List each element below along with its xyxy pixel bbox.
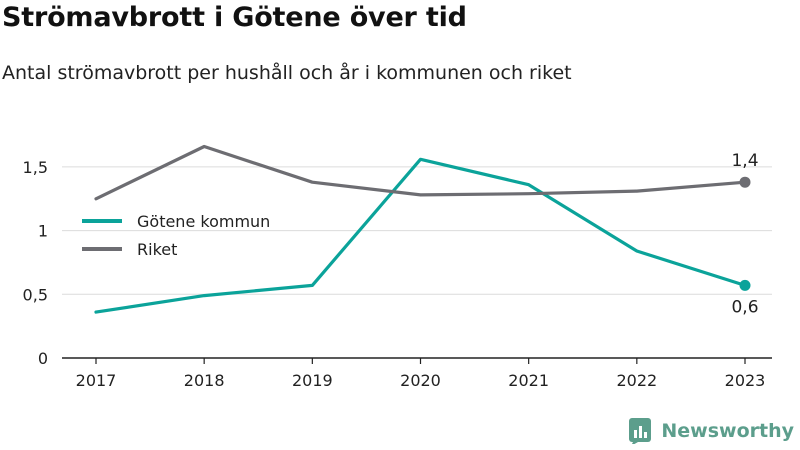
x-tick-label: 2019 [292,371,333,390]
y-tick-label: 0 [38,349,48,368]
x-axis: 2017 2018 2019 2020 2021 2022 2023 [62,357,772,390]
legend-label-götene-kommun: Götene kommun [137,212,270,231]
x-tick-label: 2023 [725,371,766,390]
chart-title: Strömavbrott i Götene över tid [2,2,467,33]
gridlines [62,166,772,295]
x-tick-label: 2018 [184,371,225,390]
end-labels: 0,6 1,4 [731,151,758,317]
legend-label-riket: Riket [137,240,177,259]
series-line-götene-kommun [94,157,747,314]
newsworthy-logo-icon [629,418,652,444]
x-tick-label: 2017 [76,371,117,390]
y-tick-label: 1,5 [23,158,48,177]
legend: Götene kommun Riket [82,212,270,259]
series-line-riket [94,144,747,201]
x-tick-label: 2021 [508,371,549,390]
series-lines [94,144,751,314]
chart-subtitle: Antal strömavbrott per hushåll och år i … [2,62,572,84]
end-point-riket [739,176,751,188]
x-tick-label: 2020 [400,371,441,390]
y-axis-ticks: 0 0,5 1 1,5 [23,158,48,368]
end-point-götene-kommun [739,279,751,291]
brand-name: Newsworthy [661,420,794,442]
end-label-götene-kommun: 0,6 [731,297,758,317]
brand: Newsworthy [629,418,794,444]
y-tick-label: 0,5 [23,285,48,304]
y-tick-label: 1 [38,222,48,241]
end-label-riket: 1,4 [731,151,758,171]
x-tick-label: 2022 [616,371,657,390]
